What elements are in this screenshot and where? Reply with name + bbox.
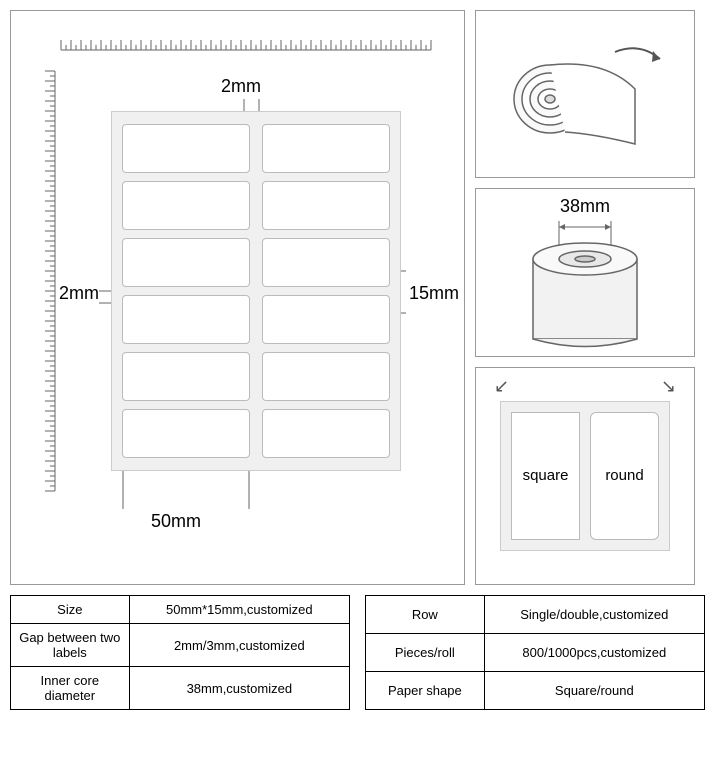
spec-table-left: Size 50mm*15mm,customized Gap between tw… <box>10 595 350 710</box>
table-row: Size 50mm*15mm,customized <box>11 596 350 624</box>
label-cell <box>262 238 390 287</box>
cell-key: Pieces/roll <box>366 634 485 672</box>
cell-val: 800/1000pcs,customized <box>484 634 704 672</box>
table-row: Inner core diameter 38mm,customized <box>11 667 350 710</box>
dimension-top-gap: 2mm <box>221 76 261 97</box>
label-cell <box>262 181 390 230</box>
label-dimension-panel: 2mm 2mm 15mm 50mm <box>10 10 465 585</box>
round-label: round <box>605 467 643 484</box>
cell-val: Square/round <box>484 672 704 710</box>
cell-key: Paper shape <box>366 672 485 710</box>
roll-core-panel: 38mm <box>475 188 695 356</box>
core-diameter-label: 38mm <box>560 196 610 217</box>
cell-val: Single/double,customized <box>484 596 704 634</box>
dimension-width: 50mm <box>151 511 201 532</box>
square-shape: square <box>511 412 580 540</box>
cell-key: Gap between two labels <box>11 624 130 667</box>
spec-tables: Size 50mm*15mm,customized Gap between tw… <box>0 595 715 720</box>
cell-key: Size <box>11 596 130 624</box>
label-cell <box>122 295 250 344</box>
label-cell <box>122 409 250 458</box>
arrow-down-left-icon: ↙ <box>494 376 509 397</box>
label-cell <box>122 238 250 287</box>
cell-val: 38mm,customized <box>129 667 349 710</box>
label-cell <box>122 181 250 230</box>
label-cell <box>262 352 390 401</box>
top-area: 2mm 2mm 15mm 50mm <box>0 0 715 595</box>
shape-examples: square round <box>500 401 670 551</box>
roll-unrolling-icon <box>495 34 675 154</box>
cell-key: Inner core diameter <box>11 667 130 710</box>
label-cell <box>262 124 390 173</box>
table-row: Row Single/double,customized <box>366 596 705 634</box>
ruler-horizontal <box>61 21 431 51</box>
table-row: Pieces/roll 800/1000pcs,customized <box>366 634 705 672</box>
cell-val: 2mm/3mm,customized <box>129 624 349 667</box>
table-row: Gap between two labels 2mm/3mm,customize… <box>11 624 350 667</box>
table-row: Paper shape Square/round <box>366 672 705 710</box>
roll-unrolling-panel <box>475 10 695 178</box>
square-label: square <box>523 467 569 484</box>
right-panels: 38mm ↙ ↘ square <box>475 10 695 585</box>
label-sheet <box>111 111 401 471</box>
label-cell <box>122 352 250 401</box>
cell-key: Row <box>366 596 485 634</box>
dimension-left-gap: 2mm <box>59 283 99 304</box>
label-cell <box>262 295 390 344</box>
dimension-height: 15mm <box>409 283 459 304</box>
arrow-down-right-icon: ↘ <box>661 376 676 397</box>
label-cell <box>122 124 250 173</box>
label-cell <box>262 409 390 458</box>
cell-val: 50mm*15mm,customized <box>129 596 349 624</box>
shape-panel: ↙ ↘ square round <box>475 367 695 585</box>
round-shape: round <box>590 412 659 540</box>
dimension-width-lines <box>121 469 251 514</box>
roll-core-icon <box>515 219 655 349</box>
spec-table-right: Row Single/double,customized Pieces/roll… <box>365 595 705 710</box>
ruler-vertical <box>26 71 56 491</box>
